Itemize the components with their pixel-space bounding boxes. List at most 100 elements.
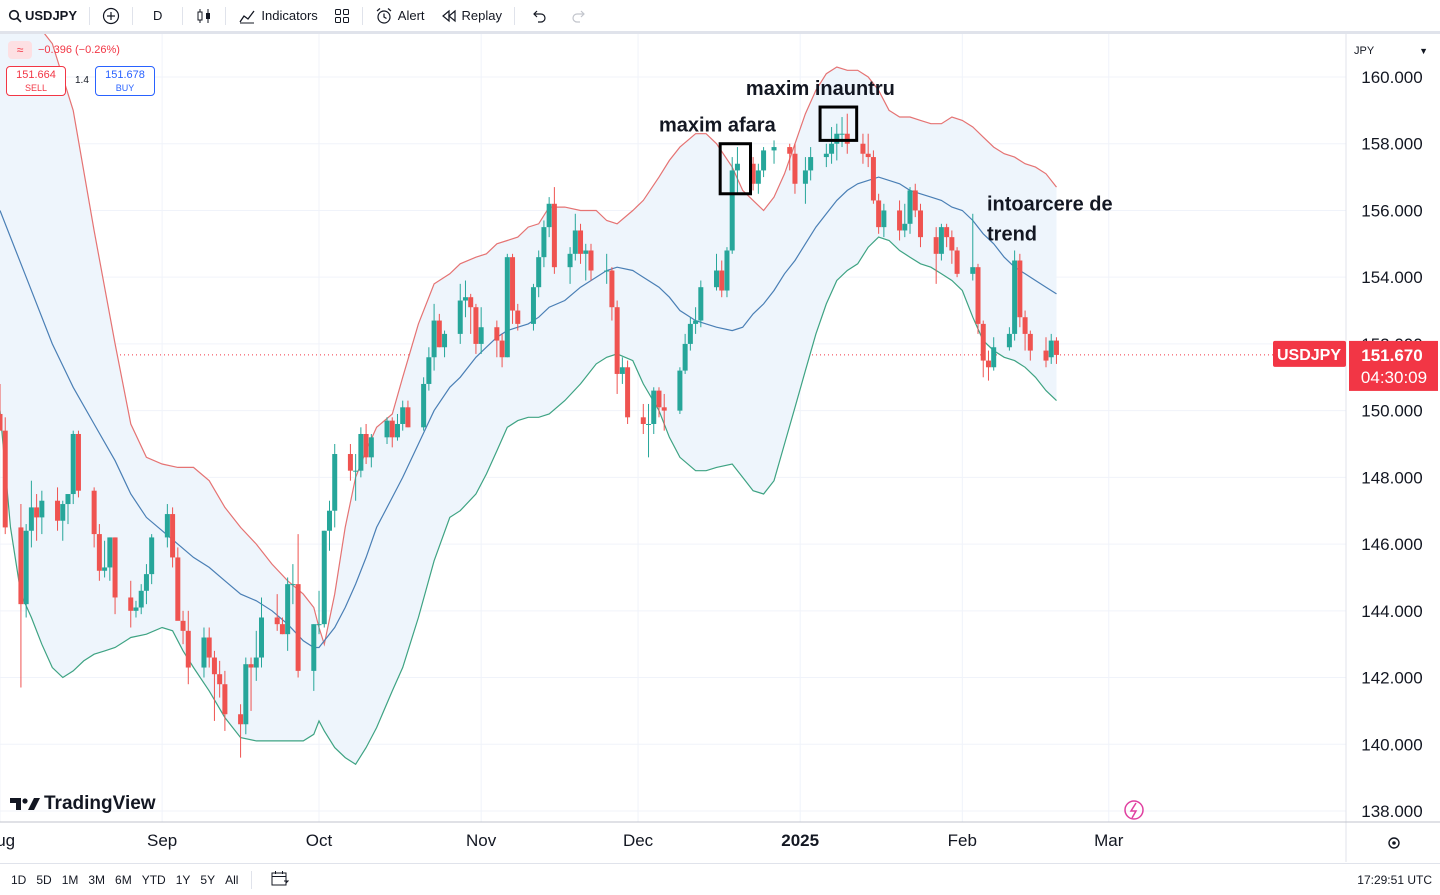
goto-date-button[interactable] [266,870,294,889]
candle [583,243,589,281]
candle-body [60,504,66,521]
candle [646,403,652,458]
candle [462,280,468,318]
candle-body [938,227,944,254]
candle [311,624,317,691]
annotation-box [718,142,753,196]
candle [279,617,285,635]
price-tag [1349,340,1438,391]
candle-body [368,437,374,458]
candle-body [436,320,442,348]
replay-button[interactable]: Replay [433,0,510,31]
undo-button[interactable] [519,0,559,31]
range-buttons: 1D 5D 1M 3M 6M YTD 1Y 5Y All [6,873,243,887]
time-tick-label: Feb [948,831,977,850]
candle-body [933,237,939,254]
alert-label: Alert [397,8,425,23]
alert-button[interactable]: Alert [367,0,433,31]
candle-body [860,143,866,154]
candle [656,387,662,418]
candle-body [750,163,756,184]
time-tick-label: Sep [147,831,177,850]
candle [170,507,176,568]
chart-area[interactable]: maxim afara maxim inauntru intoarcere de tr… [0,34,1440,862]
range-all[interactable]: All [225,872,239,887]
bollinger-upper [44,34,1057,647]
candle [436,313,442,348]
compare-button[interactable] [94,0,128,31]
candle [980,320,986,378]
candle-body [985,360,991,368]
candle [473,303,479,354]
candle [876,193,882,234]
candle-body [70,433,76,495]
candle [572,213,578,261]
range-ytd[interactable]: YTD [141,872,166,887]
candle-body [771,147,777,151]
candle-body [902,223,908,231]
range-1m[interactable]: 1M [61,872,79,887]
candle [206,627,212,668]
candle-body [238,714,244,725]
settings-icon-center [1392,841,1396,845]
grid-icon [334,8,349,23]
toolbar-divider [514,6,515,25]
symbol-tag-label: USDJPY [1277,347,1341,364]
redo-button[interactable] [559,0,599,31]
sell-price: 151.664 [16,69,56,81]
range-1d[interactable]: 1D [11,872,27,887]
candle [839,117,845,148]
range-6m[interactable]: 6M [115,872,132,887]
toolbar-divider [251,870,253,889]
settings-icon [1388,837,1400,849]
candle-body [259,617,264,658]
candle-body [823,153,829,158]
indicators-button[interactable]: Indicators [230,0,325,31]
candle [938,223,944,261]
tradingview-logo[interactable]: TradingView [10,793,156,815]
currency-select[interactable]: JPY ▼ [1350,40,1436,62]
time-tick-label: Mar [1094,831,1124,850]
candle [326,500,332,551]
candle [164,504,170,548]
interval-button[interactable]: D [137,0,178,31]
price-chart[interactable]: maxim afara maxim inauntru intoarcere de tr… [0,34,1440,862]
countdown-value: 04:30:09 [1361,368,1427,387]
candle-body [1048,340,1054,358]
indicators-icon [239,10,255,23]
candle [536,250,542,298]
layouts-button[interactable] [326,0,358,31]
candle-body [457,300,463,334]
candle [724,247,730,298]
symbol-search[interactable]: USDJPY [0,0,85,31]
candle-body [604,270,610,272]
candle [912,183,918,218]
buy-button[interactable]: 151.678 BUY [95,66,155,96]
range-1y[interactable]: 1Y [175,872,191,887]
price-tick-label: 138.000 [1361,802,1422,821]
range-3m[interactable]: 3M [88,872,106,887]
sell-button[interactable]: 151.664 SELL [6,66,66,96]
chart-type-button[interactable] [187,0,221,31]
candle [640,403,646,434]
utc-time[interactable]: 17:29:51 UTC [1357,873,1432,887]
candle [102,540,108,578]
candle-body [954,250,960,274]
candle [614,300,620,394]
candle [625,360,631,424]
range-5d[interactable]: 5D [36,872,52,887]
range-5y[interactable]: 5Y [200,872,216,887]
candle [253,630,259,681]
candle-body [164,514,170,538]
candle [714,253,720,291]
indicator-wave-icon[interactable]: ≈ [8,41,32,59]
candle [18,504,24,688]
candle [112,537,118,615]
candle-body [65,494,71,505]
candle [96,524,102,581]
candle [185,610,191,685]
candle-body [494,327,500,341]
candle-body [290,584,296,586]
candle [34,494,40,541]
candle [107,537,113,581]
